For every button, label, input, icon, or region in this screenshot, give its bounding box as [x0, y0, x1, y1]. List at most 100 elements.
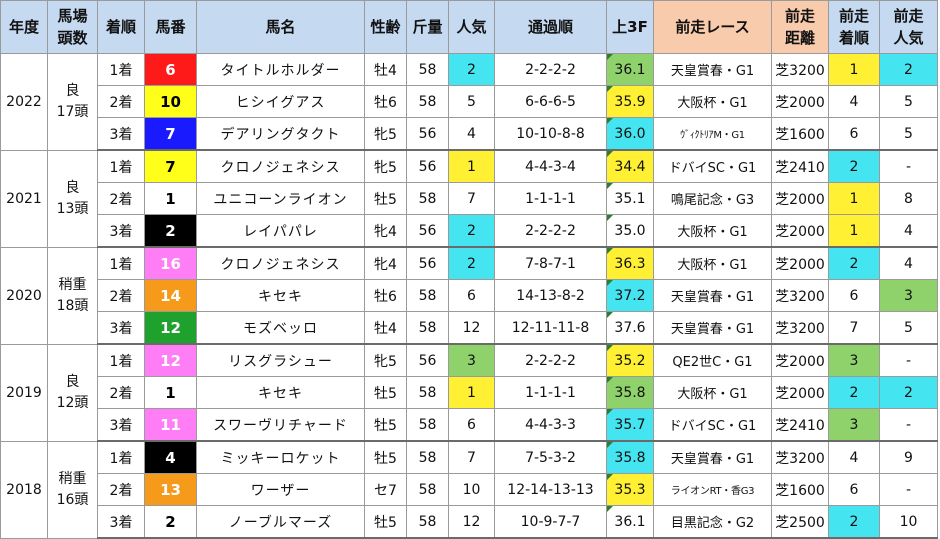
last-3f: 35.2	[614, 352, 646, 369]
horse-number: 10	[144, 85, 197, 118]
finish-rank: 2着	[97, 473, 145, 506]
last-3f: 36.1	[614, 61, 646, 78]
last-3f: 34.4	[614, 158, 646, 175]
horse-name: キセキ	[196, 279, 365, 312]
horse-number: 11	[144, 408, 197, 442]
passing-order: 10-9-7-7	[494, 505, 607, 539]
popularity: 12	[448, 311, 495, 345]
sex-age: 牡5	[364, 376, 407, 409]
previous-rank: 6	[828, 279, 880, 312]
header-popularity: 人気	[448, 0, 495, 54]
sex-age: 牡6	[364, 279, 407, 312]
previous-race: 目黒記念・G2	[653, 505, 772, 539]
passing-order: 2-2-2-2	[494, 53, 607, 86]
previous-distance: 芝1600	[771, 117, 829, 151]
horse-name: クロノジェネシス	[196, 246, 365, 280]
previous-race: 鳴尾記念・G3	[653, 182, 772, 215]
horse-number: 4	[144, 440, 197, 474]
previous-race: 大阪杯・G1	[653, 85, 772, 118]
last-3f: 37.6	[614, 319, 646, 336]
field-size: 18頭	[56, 297, 89, 314]
previous-popularity: -	[879, 149, 938, 183]
weight: 58	[406, 311, 449, 345]
passing-order: 4-4-3-3	[494, 408, 607, 442]
header-sex-age: 性齢	[364, 0, 407, 54]
finish-rank: 1着	[97, 440, 145, 474]
previous-distance: 芝3200	[771, 53, 829, 86]
previous-rank: 1	[828, 182, 880, 215]
sex-age: 牡6	[364, 85, 407, 118]
passing-order: 10-10-8-8	[494, 117, 607, 151]
previous-race: ドバイSC・G1	[653, 149, 772, 183]
previous-rank: 3	[828, 408, 880, 442]
horse-name: リスグラシュー	[196, 343, 365, 377]
last-3f: 35.8	[614, 449, 646, 466]
weight: 58	[406, 376, 449, 409]
header-previous-rank: 前走 着順	[828, 0, 880, 54]
header-number: 馬番	[144, 0, 197, 54]
table-row: 3着 12 モズベッロ 牡4 58 12 12-11-11-8 37.6 天皇賞春・G1 芝320…	[1, 311, 938, 345]
table-row: 2着 10 ヒシイグアス 牡6 58 5 6-6-6-5 35.9 大阪杯・G1 芝2000 4 5	[1, 85, 938, 118]
finish-rank: 1着	[97, 149, 145, 183]
header-rank: 着順	[97, 0, 145, 54]
last-3f: 35.7	[614, 416, 646, 433]
condition-cell: 稍重 16頭	[47, 440, 98, 539]
passing-order: 4-4-3-4	[494, 149, 607, 183]
comment-marker-icon	[607, 54, 613, 60]
comment-marker-icon	[607, 86, 613, 92]
horse-number: 6	[144, 53, 197, 86]
last-3f: 35.3	[614, 481, 646, 498]
header-row: 年度 馬場 頭数 着順 馬番 馬名 性齢 斤量 人気 通過順 上3F 前走レース …	[0, 0, 938, 54]
finish-rank: 3着	[97, 117, 145, 151]
year-cell: 2022	[0, 53, 48, 151]
track-condition: 良	[65, 373, 80, 390]
last-3f-cell: 37.2	[606, 279, 654, 312]
comment-marker-icon	[607, 442, 613, 448]
popularity: 4	[448, 117, 495, 151]
header-passing-order: 通過順	[494, 0, 607, 54]
popularity: 2	[448, 214, 495, 248]
previous-race: ドバイSC・G1	[653, 408, 772, 442]
track-condition: 良	[65, 82, 80, 99]
header-previous-distance: 前走 距離	[771, 0, 829, 54]
previous-rank: 1	[828, 53, 880, 86]
sex-age: 牝5	[364, 343, 407, 377]
previous-distance: 芝2500	[771, 505, 829, 539]
horse-number: 2	[144, 214, 197, 248]
popularity: 12	[448, 505, 495, 539]
previous-distance: 芝3200	[771, 311, 829, 345]
weight: 56	[406, 343, 449, 377]
field-size: 16頭	[56, 491, 89, 508]
weight: 58	[406, 505, 449, 539]
previous-popularity: -	[879, 343, 938, 377]
table-row: 2着 1 ユニコーンライオン 牡5 58 7 1-1-1-1 35.1 鳴尾記念・G3 芝2000…	[1, 182, 938, 215]
table-row: 2着 1 キセキ 牡5 58 1 1-1-1-1 35.8 大阪杯・G1 芝2000 2 2	[1, 376, 938, 409]
field-size: 13頭	[56, 200, 89, 217]
last-3f: 37.2	[614, 287, 646, 304]
last-3f: 35.9	[614, 93, 646, 110]
comment-marker-icon	[607, 151, 613, 157]
horse-name: モズベッロ	[196, 311, 365, 345]
last-3f-cell: 36.0	[606, 117, 654, 151]
horse-name: タイトルホルダー	[196, 53, 365, 86]
last-3f-cell: 35.9	[606, 85, 654, 118]
sex-age: 牝5	[364, 149, 407, 183]
results-body: 2022 良 17頭 1着 6 タイトルホルダー 牡4 58 2 2-2-2-2 36.1 天皇賞春・…	[0, 53, 938, 539]
comment-marker-icon	[607, 409, 613, 415]
finish-rank: 1着	[97, 246, 145, 280]
previous-rank: 4	[828, 85, 880, 118]
sex-age: 牝4	[364, 246, 407, 280]
header-previous-distance-line1: 前走	[784, 7, 815, 25]
previous-popularity: 9	[879, 440, 938, 474]
popularity: 7	[448, 182, 495, 215]
previous-rank: 2	[828, 149, 880, 183]
finish-rank: 3着	[97, 214, 145, 248]
horse-number: 1	[144, 376, 197, 409]
previous-popularity: 8	[879, 182, 938, 215]
comment-marker-icon	[607, 312, 613, 318]
last-3f-cell: 36.3	[606, 246, 654, 280]
previous-race: 大阪杯・G1	[653, 246, 772, 280]
previous-race: 天皇賞春・G1	[653, 440, 772, 474]
last-3f-cell: 36.1	[606, 53, 654, 86]
passing-order: 12-14-13-13	[494, 473, 607, 506]
